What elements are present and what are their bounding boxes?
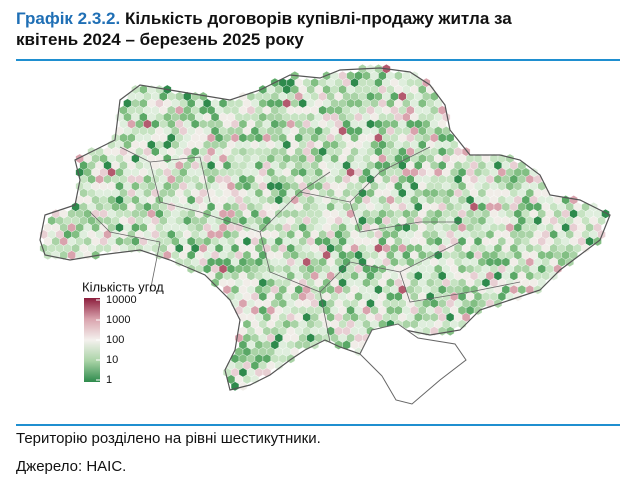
hex <box>473 305 483 316</box>
footnote: Територію розділено на рівні шестикутник… <box>16 430 321 447</box>
figure-label: Графік 2.3.2. <box>16 9 121 28</box>
legend-tick-label: 1000 <box>106 314 130 326</box>
source: Джерело: НАІС. <box>16 458 127 475</box>
legend-colorbar <box>84 298 100 382</box>
crimea-outline <box>359 323 467 405</box>
title: Графік 2.3.2. Кількість договорів купівл… <box>16 8 512 50</box>
divider <box>16 59 620 61</box>
legend-tick-label: 1 <box>106 374 112 386</box>
hex <box>581 243 590 254</box>
legend-tick-label: 10000 <box>106 294 137 306</box>
map: Кількість угод 10000 1000 100 10 1 <box>39 64 611 405</box>
hex <box>513 291 523 302</box>
title-line: Кількість договорів купівлі-продажу житл… <box>124 9 512 28</box>
legend-title: Кількість угод <box>82 279 164 294</box>
legend-tick-label: 100 <box>106 334 124 346</box>
hex <box>274 360 283 371</box>
legend-tick-label: 10 <box>106 354 118 366</box>
legend: Кількість угод 10000 1000 100 10 1 <box>82 279 164 385</box>
divider <box>16 424 620 426</box>
title-line: квітень 2024 – березень 2025 року <box>16 30 304 49</box>
region-borders <box>89 146 521 343</box>
country-border <box>39 67 611 391</box>
hex-layer <box>39 64 610 392</box>
